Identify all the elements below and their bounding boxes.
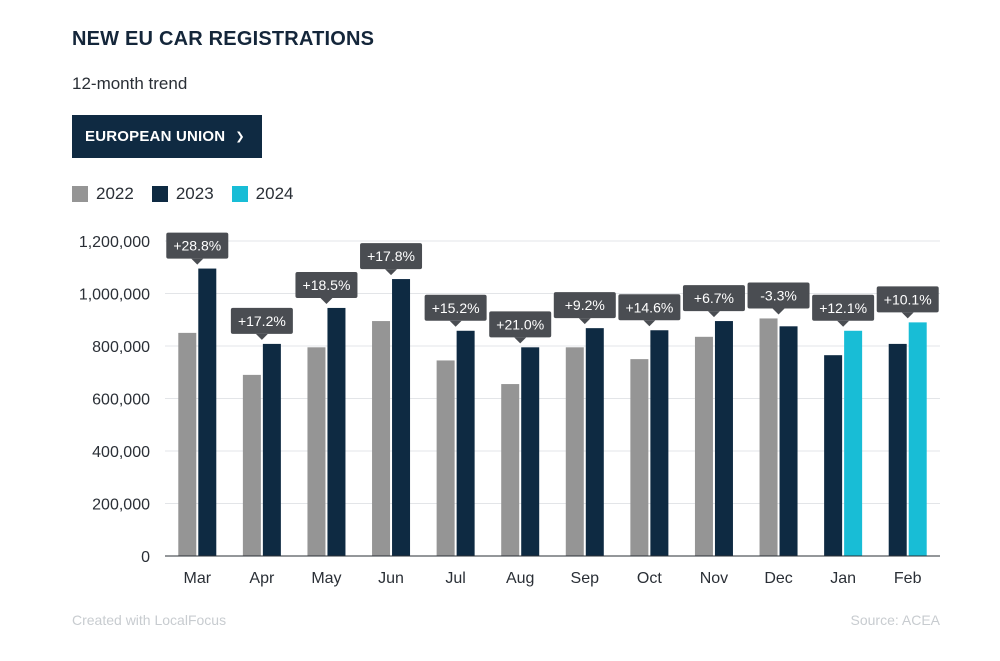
bar-2024-jan bbox=[844, 330, 863, 556]
annotation-pointer bbox=[643, 320, 656, 327]
legend-swatch-2022 bbox=[72, 186, 88, 202]
bar-2022-jun bbox=[372, 321, 391, 556]
annotation-pointer bbox=[514, 337, 527, 344]
bar-2022-jul bbox=[436, 360, 455, 556]
y-tick-label: 200,000 bbox=[92, 497, 150, 514]
x-tick-label: May bbox=[311, 570, 341, 587]
annotation-box bbox=[747, 282, 810, 309]
annotation-box bbox=[230, 307, 293, 334]
x-tick-label: Dec bbox=[764, 570, 792, 587]
annotation-pointer bbox=[385, 269, 398, 276]
x-tick-label: Mar bbox=[184, 570, 212, 587]
annotation-label: +14.6% bbox=[625, 299, 673, 315]
bar-2022-dec bbox=[759, 318, 778, 556]
annotation-pointer bbox=[707, 311, 720, 318]
bar-2022-sep bbox=[565, 347, 584, 556]
x-tick-label: Jun bbox=[378, 570, 404, 587]
y-tick-label: 1,000,000 bbox=[79, 287, 150, 304]
chart-subtitle: 12-month trend bbox=[72, 74, 188, 93]
y-tick-label: 400,000 bbox=[92, 444, 150, 461]
annotation-box bbox=[812, 294, 875, 321]
bar-2023-nov bbox=[714, 321, 733, 556]
annotation-label: +12.1% bbox=[819, 300, 867, 316]
annotation-pointer bbox=[578, 318, 591, 325]
bar-2022-apr bbox=[242, 374, 261, 556]
annotation-pointer bbox=[449, 320, 462, 327]
annotation-label: +9.2% bbox=[565, 297, 605, 313]
annotation-pointer bbox=[320, 297, 333, 304]
bar-2023-sep bbox=[585, 328, 604, 556]
bar-2023-may bbox=[327, 307, 346, 556]
annotation-label: -3.3% bbox=[760, 287, 797, 303]
annotation-pointer bbox=[772, 308, 785, 315]
bar-2023-jun bbox=[392, 279, 411, 556]
bar-2022-oct bbox=[630, 359, 649, 556]
bar-2023-dec bbox=[779, 326, 798, 556]
y-tick-label: 600,000 bbox=[92, 392, 150, 409]
x-tick-label: Oct bbox=[637, 570, 662, 587]
annotation-label: +6.7% bbox=[694, 290, 734, 306]
annotation-label: +17.2% bbox=[238, 313, 286, 329]
y-tick-label: 0 bbox=[141, 549, 150, 566]
annotation-label: +10.1% bbox=[884, 291, 932, 307]
bar-2023-oct bbox=[650, 330, 669, 556]
x-tick-label: Sep bbox=[571, 570, 600, 587]
annotation-label: +17.8% bbox=[367, 248, 415, 264]
bar-2022-mar bbox=[178, 332, 197, 556]
annotation-label: +18.5% bbox=[303, 277, 351, 293]
region-dropdown[interactable]: EUROPEAN UNION ❯ bbox=[72, 115, 262, 158]
chart-source: Source: ACEA bbox=[850, 612, 941, 628]
y-tick-label: 800,000 bbox=[92, 339, 150, 356]
bar-2022-may bbox=[307, 347, 326, 556]
annotation-box bbox=[876, 286, 939, 313]
legend-item-2023[interactable]: 2023 bbox=[151, 184, 214, 204]
region-dropdown-label: EUROPEAN UNION bbox=[85, 128, 226, 145]
x-tick-label: Apr bbox=[249, 570, 275, 587]
y-tick-label: 1,200,000 bbox=[79, 234, 150, 251]
annotation-box bbox=[360, 243, 423, 270]
annotation-box bbox=[424, 294, 487, 321]
annotation-box bbox=[553, 292, 616, 319]
legend-item-2022[interactable]: 2022 bbox=[72, 184, 134, 204]
x-tick-label: Feb bbox=[894, 570, 922, 587]
annotation-box bbox=[166, 232, 229, 259]
bar-2023-mar bbox=[198, 268, 217, 556]
bar-2023-feb bbox=[888, 343, 907, 556]
bar-2023-aug bbox=[521, 347, 540, 556]
annotation-pointer bbox=[837, 320, 850, 327]
bar-2023-jan bbox=[824, 355, 843, 556]
legend-swatch-2024 bbox=[231, 186, 248, 202]
x-tick-label: Nov bbox=[700, 570, 728, 587]
bar-2022-aug bbox=[501, 384, 520, 556]
annotation-pointer bbox=[901, 312, 914, 319]
bar-2022-nov bbox=[694, 336, 713, 556]
legend-swatch-2023 bbox=[151, 186, 168, 202]
legend-item-2024[interactable]: 2024 bbox=[231, 184, 294, 204]
bar-2023-jul bbox=[456, 330, 475, 556]
annotation-pointer bbox=[191, 258, 204, 265]
x-tick-label: Jan bbox=[830, 570, 856, 587]
annotation-box bbox=[618, 294, 681, 321]
annotation-pointer bbox=[255, 333, 268, 340]
annotation-box bbox=[295, 271, 358, 298]
chart-title: NEW EU CAR REGISTRATIONS bbox=[72, 28, 375, 50]
chevron-down-icon: ❯ bbox=[235, 131, 245, 143]
annotation-label: +15.2% bbox=[432, 300, 480, 316]
bar-2023-apr bbox=[262, 343, 281, 556]
chart-legend: 2022 2023 2024 bbox=[72, 184, 293, 204]
x-tick-label: Jul bbox=[445, 570, 465, 587]
legend-label-2023: 2023 bbox=[175, 184, 214, 203]
annotation-label: +28.8% bbox=[173, 238, 221, 254]
legend-label-2024: 2024 bbox=[255, 184, 294, 203]
legend-label-2022: 2022 bbox=[96, 184, 134, 203]
chart-credit: Created with LocalFocus bbox=[72, 612, 227, 628]
bar-2024-feb bbox=[908, 322, 927, 556]
annotation-box bbox=[682, 285, 745, 312]
annotation-box bbox=[489, 311, 552, 338]
annotation-label: +21.0% bbox=[496, 316, 544, 332]
x-tick-label: Aug bbox=[506, 570, 534, 587]
